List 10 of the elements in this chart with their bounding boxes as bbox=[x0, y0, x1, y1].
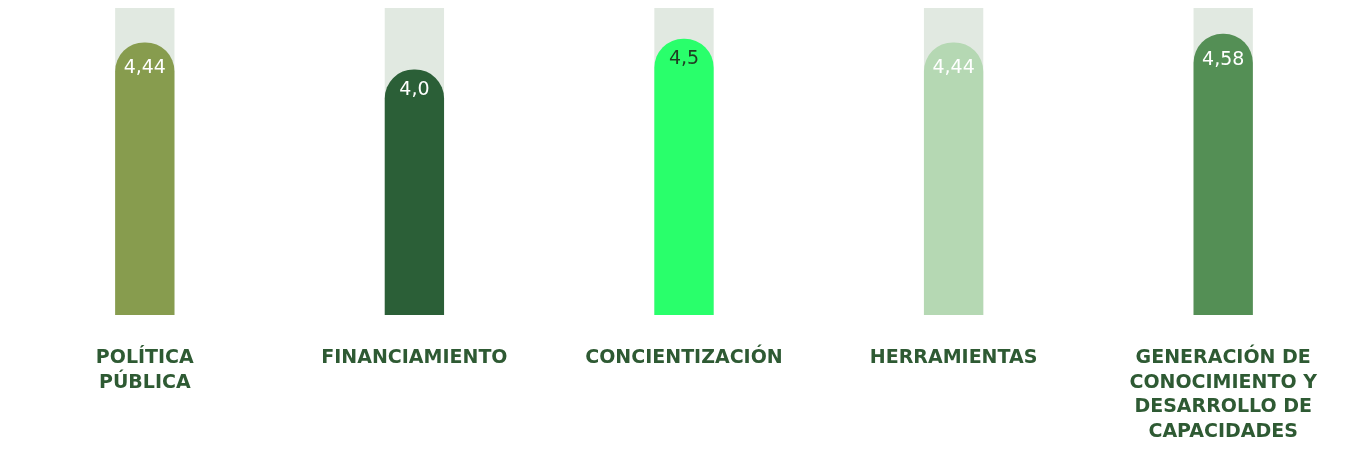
data-label: 4,58 bbox=[1202, 46, 1245, 69]
data-label: 4,44 bbox=[932, 55, 975, 78]
x-tick-label: HERRAMIENTAS bbox=[869, 345, 1038, 367]
data-label: 4,44 bbox=[123, 55, 166, 78]
x-tick-label: CONCIENTIZACIÓN bbox=[585, 344, 783, 367]
x-tick-label: GENERACIÓN DE CONOCIMIENTO Y DESARROLLO DE CAPACIDADES bbox=[1129, 344, 1318, 442]
data-label: 4,5 bbox=[668, 46, 700, 69]
x-tick-label: POLÍTICA PÚBLICA bbox=[95, 345, 195, 392]
data-label: 4,0 bbox=[399, 76, 430, 99]
x-tick-label: FINANCIAMIENTO bbox=[321, 345, 508, 367]
